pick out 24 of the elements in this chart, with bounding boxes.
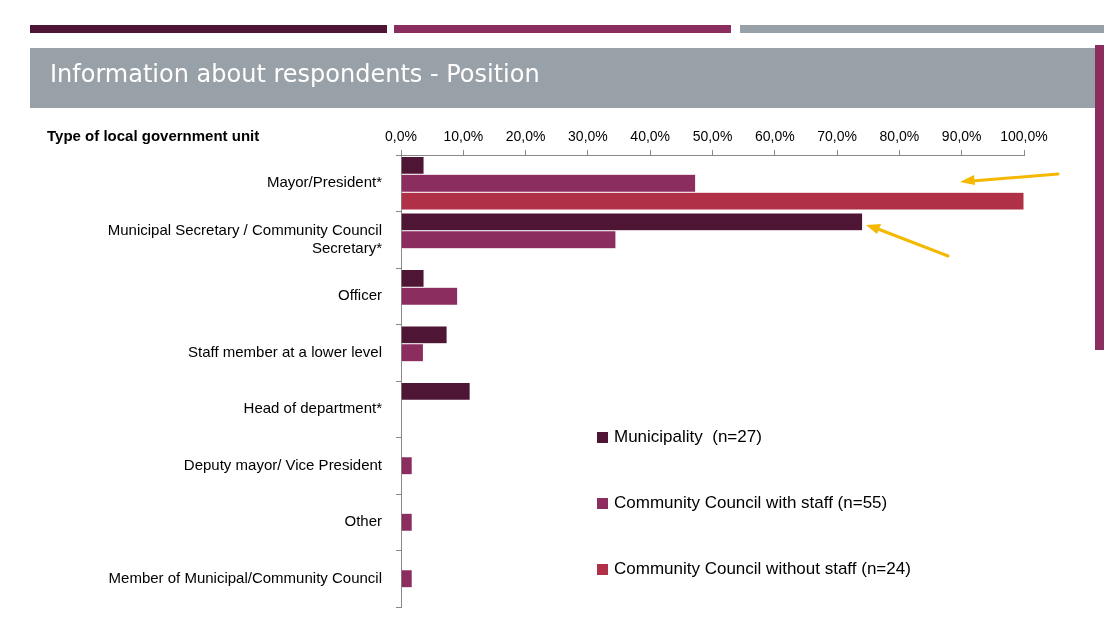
- y-tick-label: Officer: [338, 286, 382, 304]
- x-tick-label: 30,0%: [568, 128, 608, 145]
- legend-label: Community Council with staff (n=55): [614, 492, 888, 512]
- legend-label: Municipality (n=27): [614, 426, 762, 446]
- x-tick-label: 60,0%: [754, 128, 795, 145]
- x-tick-label: 20,0%: [505, 128, 546, 145]
- x-tick-label: 50,0%: [692, 128, 733, 145]
- y-tick-label: Other: [344, 512, 382, 530]
- y-axis-title: Type of local government unit: [47, 127, 260, 145]
- x-tick-label: 0,0%: [385, 128, 417, 145]
- x-tick-label: 70,0%: [817, 128, 857, 145]
- x-tick-label: 80,0%: [879, 128, 920, 145]
- y-tick-label: Head of department*: [243, 399, 383, 417]
- x-tick-label: 40,0%: [630, 128, 671, 145]
- y-tick-label: Mayor/President*: [266, 173, 383, 191]
- legend-label: Community Council without staff (n=24): [614, 558, 911, 578]
- x-tick-label: 10,0%: [443, 128, 484, 145]
- y-tick-label: Municipal Secretary / Community Council Secretary*: [107, 220, 383, 256]
- x-tick-label: 90,0%: [941, 128, 982, 145]
- x-tick-label: 100,0%: [1000, 128, 1048, 145]
- y-tick-label: Staff member at a lower level: [188, 342, 382, 360]
- chart-title: Information about respondents - Position: [50, 60, 540, 88]
- y-tick-label: Member of Municipal/Community Council: [108, 568, 382, 586]
- y-tick-label: Deputy mayor/ Vice President: [183, 455, 383, 473]
